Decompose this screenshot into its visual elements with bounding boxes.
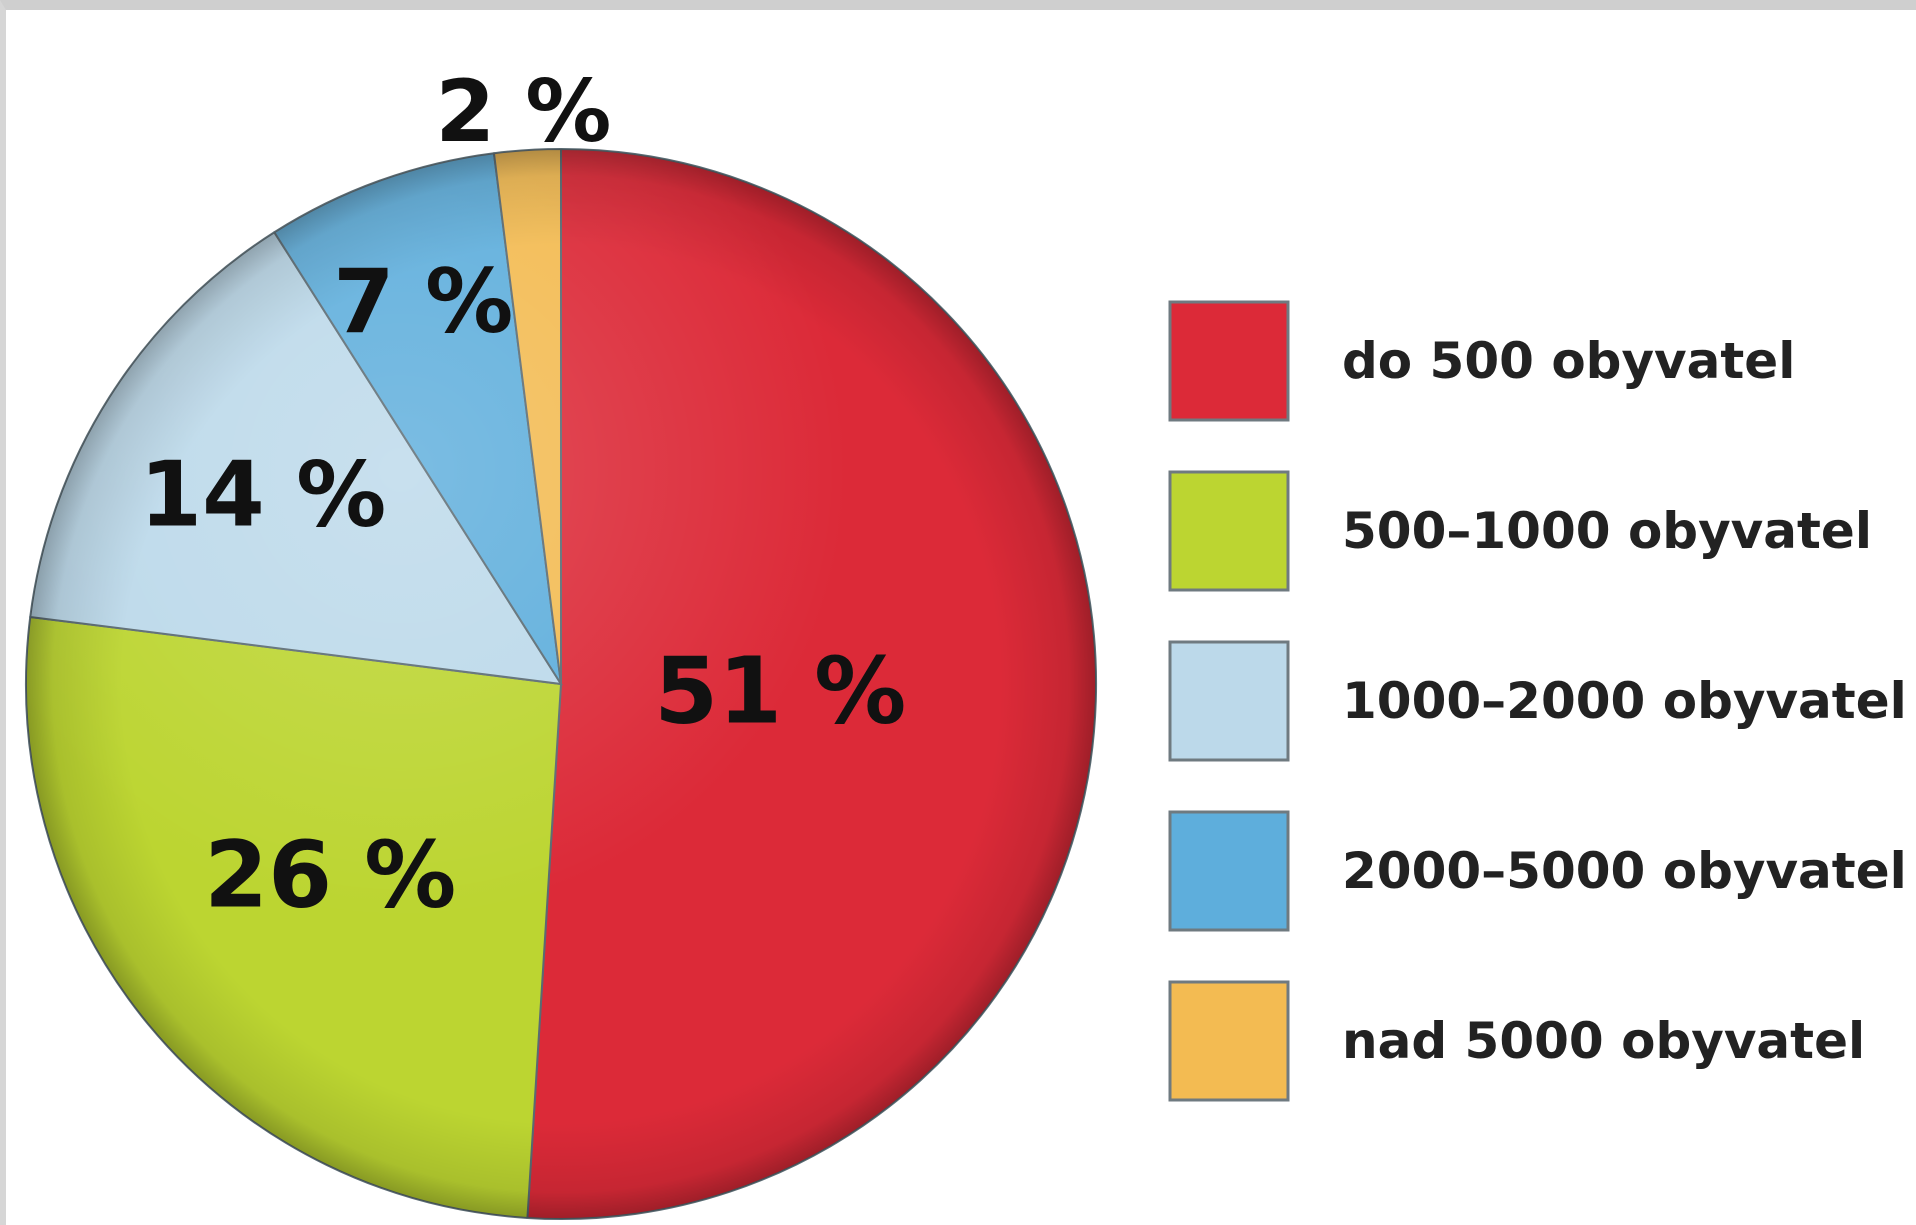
legend: do 500 obyvatel 500–1000 obyvatel 1000–200… — [1168, 300, 1907, 1102]
legend-label-500-1000: 500–1000 obyvatel — [1342, 502, 1872, 560]
slice-label-500-1000: 26 % — [204, 822, 456, 929]
legend-swatch-500-1000 — [1168, 470, 1290, 592]
slice-label-nad-5000: 2 % — [435, 62, 611, 162]
legend-swatch-do-500 — [1168, 300, 1290, 422]
slice-labels: 51 % 26 % 14 % 7 % 2 % — [140, 62, 907, 929]
legend-swatch-1000-2000 — [1168, 640, 1290, 762]
legend-label-do-500: do 500 obyvatel — [1342, 332, 1795, 390]
slice-label-1000-2000: 14 % — [140, 442, 387, 547]
pie-slices — [25, 147, 1098, 1220]
legend-label-nad-5000: nad 5000 obyvatel — [1342, 1012, 1865, 1070]
legend-label-1000-2000: 1000–2000 obyvatel — [1342, 672, 1907, 730]
legend-swatch-2000-5000 — [1168, 810, 1290, 932]
slice-label-2000-5000: 7 % — [333, 250, 513, 353]
legend-label-2000-5000: 2000–5000 obyvatel — [1342, 842, 1907, 900]
legend-swatch-nad-5000 — [1168, 980, 1290, 1102]
slice-label-do-500: 51 % — [654, 637, 906, 744]
